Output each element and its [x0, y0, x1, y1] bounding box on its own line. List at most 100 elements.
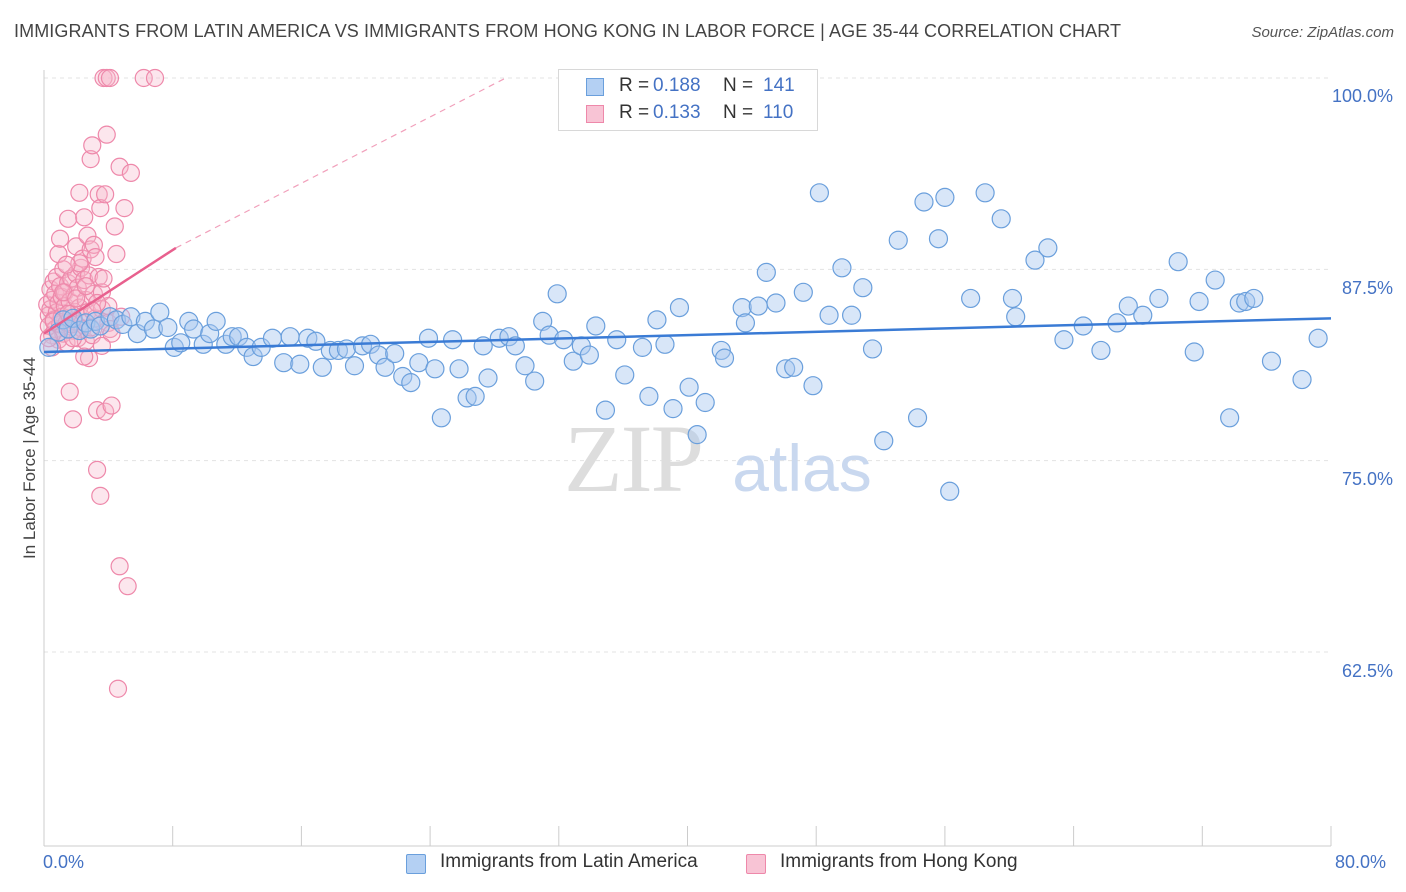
- data-point-latin-america: [975, 183, 995, 203]
- data-point-hong-kong: [102, 396, 121, 415]
- data-point-hong-kong: [91, 486, 110, 505]
- legend-swatch-blue: [586, 78, 604, 96]
- data-point-latin-america: [776, 359, 796, 379]
- data-point-latin-america: [443, 330, 463, 350]
- data-point-latin-america: [940, 481, 960, 501]
- data-point-latin-america: [1261, 351, 1282, 371]
- data-point-hong-kong: [86, 247, 105, 267]
- data-point-hong-kong: [60, 382, 79, 401]
- data-point-latin-america: [595, 400, 616, 420]
- data-point-latin-america: [418, 328, 439, 348]
- data-point-latin-america: [1118, 296, 1138, 316]
- data-point-latin-america: [143, 319, 163, 339]
- data-point-hong-kong: [81, 150, 100, 169]
- data-point-hong-kong: [96, 185, 115, 204]
- data-point-latin-america: [687, 425, 707, 445]
- data-point-latin-america: [1025, 250, 1045, 270]
- series-hong-kong-points: [38, 68, 165, 698]
- data-point-latin-america: [1189, 291, 1209, 312]
- data-point-latin-america: [928, 229, 949, 249]
- data-point-latin-america: [803, 376, 823, 396]
- data-point-latin-america: [200, 324, 220, 344]
- data-point-hong-kong: [145, 68, 165, 88]
- data-point-latin-america: [1006, 307, 1026, 327]
- data-point-latin-america: [1244, 288, 1264, 309]
- data-point-latin-america: [449, 359, 469, 379]
- data-point-hong-kong: [59, 209, 78, 228]
- data-point-hong-kong: [110, 557, 129, 576]
- data-point-latin-america: [280, 327, 300, 347]
- bottom-legend-label: Immigrants from Hong Kong: [780, 851, 1018, 872]
- data-point-latin-america: [991, 209, 1011, 229]
- data-point-latin-america: [862, 339, 883, 359]
- trendline-hong-kong-extension: [175, 77, 506, 249]
- legend-n-value: 141: [763, 75, 795, 96]
- trendline-hong-kong: [43, 246, 177, 335]
- data-point-latin-america: [874, 431, 894, 451]
- series-latin-america-points: [39, 183, 1328, 501]
- legend-n-label: N =: [723, 75, 754, 96]
- legend-r-value: 0.133: [653, 102, 701, 123]
- y-tick-label: 87.5%: [1341, 278, 1393, 298]
- data-point-latin-america: [935, 187, 955, 207]
- data-point-latin-america: [914, 192, 934, 212]
- data-point-latin-america: [732, 298, 752, 318]
- data-point-latin-america: [1205, 270, 1225, 290]
- data-point-hong-kong: [87, 460, 107, 479]
- data-point-hong-kong: [97, 125, 116, 144]
- data-point-latin-america: [961, 288, 981, 309]
- data-point-latin-america: [695, 392, 715, 413]
- data-point-hong-kong: [76, 277, 95, 296]
- data-point-latin-america: [320, 340, 340, 361]
- data-point-latin-america: [135, 311, 155, 331]
- data-point-latin-america: [352, 336, 373, 356]
- data-point-latin-america: [748, 296, 768, 316]
- data-point-latin-america: [1184, 342, 1204, 362]
- data-point-latin-america: [547, 284, 567, 304]
- data-point-latin-america: [1168, 252, 1188, 272]
- data-point-latin-america: [184, 319, 204, 339]
- data-point-latin-america: [431, 408, 451, 428]
- data-point-latin-america: [150, 302, 170, 322]
- data-point-latin-america: [735, 313, 756, 333]
- data-point-latin-america: [39, 337, 59, 357]
- data-point-hong-kong: [115, 199, 134, 218]
- watermark-zip: ZIP: [564, 405, 702, 512]
- data-point-latin-america: [1002, 288, 1023, 309]
- data-point-latin-america: [409, 353, 429, 373]
- data-point-latin-america: [586, 316, 606, 336]
- data-point-latin-america: [888, 230, 908, 250]
- data-point-latin-america: [907, 408, 928, 428]
- data-point-latin-america: [756, 262, 776, 282]
- data-point-latin-america: [1038, 238, 1058, 258]
- data-point-latin-america: [615, 365, 635, 385]
- data-point-latin-america: [113, 314, 133, 335]
- data-point-latin-america: [766, 293, 786, 313]
- legend-swatch-pink: [586, 105, 604, 123]
- data-point-hong-kong: [105, 217, 124, 236]
- data-point-latin-america: [312, 357, 332, 377]
- data-point-latin-america: [375, 357, 395, 377]
- data-point-latin-america: [222, 327, 242, 347]
- data-point-latin-america: [401, 373, 421, 393]
- data-point-latin-america: [515, 356, 535, 376]
- data-point-latin-america: [607, 330, 627, 350]
- data-point-latin-america: [632, 337, 653, 357]
- data-point-latin-america: [274, 353, 294, 373]
- data-point-latin-america: [369, 345, 389, 365]
- data-point-hong-kong: [107, 244, 126, 264]
- bottom-legend-label: Immigrants from Latin America: [440, 851, 698, 872]
- data-point-latin-america: [206, 311, 226, 331]
- data-point-latin-america: [489, 328, 509, 348]
- data-point-hong-kong: [108, 679, 128, 698]
- data-point-latin-america: [328, 340, 349, 361]
- data-point-hong-kong: [118, 577, 137, 596]
- legend-r-label: R =: [619, 102, 650, 123]
- data-point-latin-america: [478, 368, 498, 388]
- data-point-latin-america: [853, 278, 873, 298]
- data-point-hong-kong: [75, 208, 94, 227]
- data-point-latin-america: [809, 183, 830, 203]
- data-point-latin-america: [336, 339, 357, 359]
- data-point-hong-kong: [75, 347, 94, 366]
